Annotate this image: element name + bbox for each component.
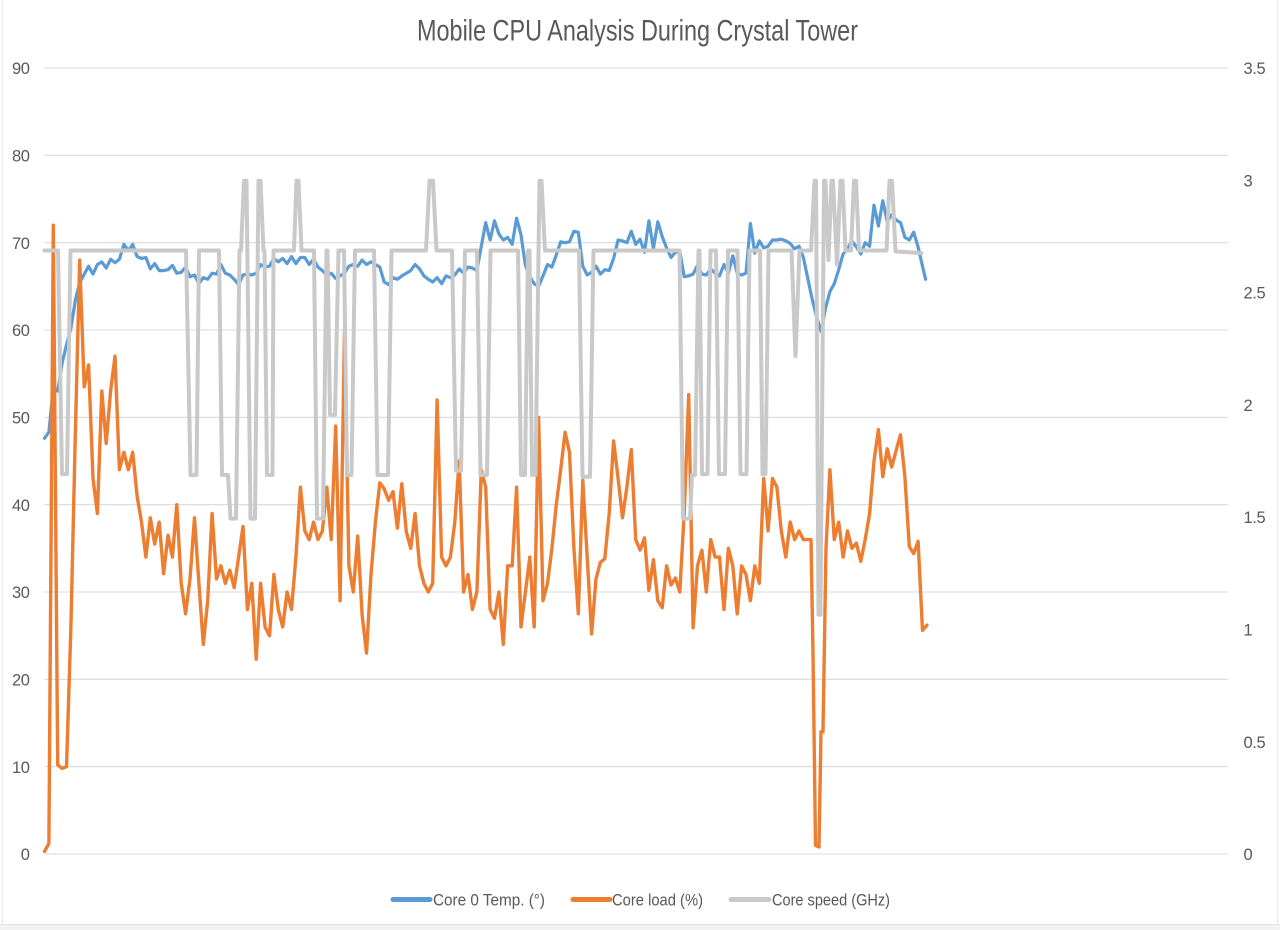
- svg-text:2.5: 2.5: [1244, 285, 1266, 303]
- svg-text:70: 70: [12, 235, 30, 253]
- svg-text:2: 2: [1244, 397, 1253, 415]
- svg-text:10: 10: [12, 759, 30, 777]
- svg-text:3.5: 3.5: [1244, 60, 1266, 78]
- svg-text:0.5: 0.5: [1244, 734, 1266, 752]
- svg-text:1: 1: [1244, 622, 1253, 640]
- svg-text:50: 50: [12, 409, 30, 427]
- svg-text:90: 90: [12, 60, 30, 78]
- svg-text:0: 0: [21, 846, 30, 864]
- svg-text:Core load (%): Core load (%): [612, 891, 703, 910]
- svg-text:Core speed (GHz): Core speed (GHz): [772, 891, 890, 910]
- svg-text:20: 20: [12, 671, 30, 689]
- svg-text:80: 80: [12, 147, 30, 165]
- svg-text:1.5: 1.5: [1244, 509, 1266, 527]
- svg-text:3: 3: [1244, 172, 1253, 190]
- svg-text:Mobile CPU Analysis During Cry: Mobile CPU Analysis During Crystal Tower: [417, 15, 858, 48]
- svg-text:40: 40: [12, 497, 30, 515]
- svg-text:0: 0: [1244, 846, 1253, 864]
- svg-text:Core 0 Temp. (°): Core 0 Temp. (°): [433, 891, 545, 910]
- svg-text:30: 30: [12, 584, 30, 602]
- svg-text:60: 60: [12, 322, 30, 340]
